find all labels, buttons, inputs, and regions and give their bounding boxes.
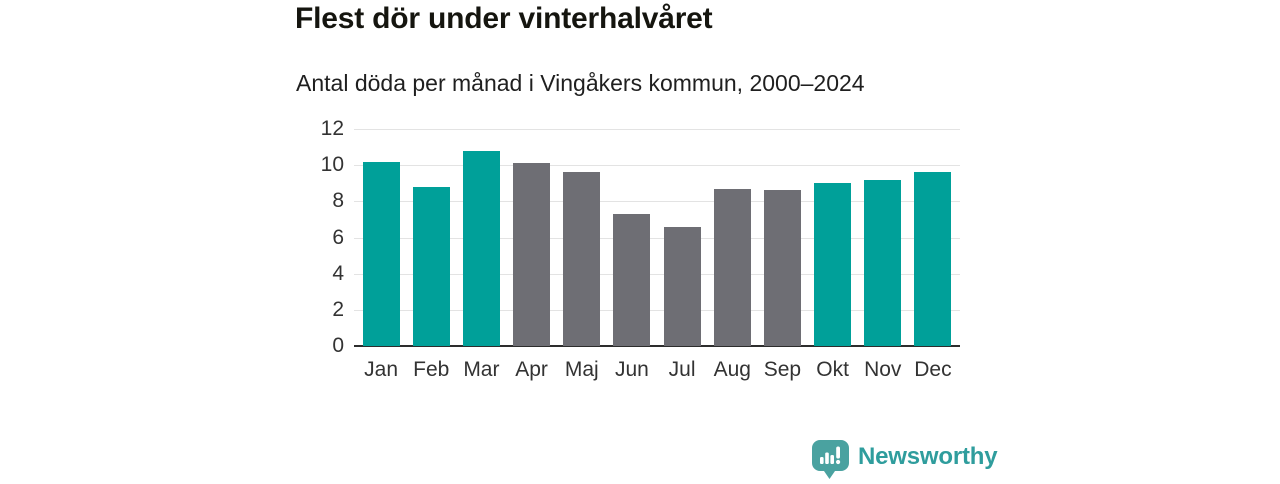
x-tick-label: Nov [864,358,902,381]
gridline [354,129,960,130]
bar-apr [513,163,551,346]
x-tick-label: Maj [564,358,599,381]
x-tick-label: Feb [413,358,450,381]
gridline [354,309,960,311]
bar-aug [713,188,751,346]
x-tick-label: Jan [364,358,398,381]
newsworthy-logo: Newsworthy [812,440,998,484]
newsworthy-bar-chart-bubble-icon [812,440,849,484]
y-tick-label: 6 [332,225,344,249]
newsworthy-wordmark: Newsworthy [858,443,998,470]
y-tick-label: 4 [332,261,344,285]
bar-mar [462,150,500,346]
x-axis-line [354,345,960,347]
bar-feb [412,186,450,346]
x-tick-label: Mar [463,358,500,381]
x-tick-label: Sep [763,358,802,381]
y-tick-label: 0 [332,334,344,357]
x-tick-label: Apr [515,358,548,381]
x-tick-label: Aug [713,358,751,381]
gridline [354,273,960,275]
bar-jun [613,213,651,346]
bar-sep [763,190,801,346]
x-tick-label: Jul [668,358,696,381]
gridline [354,165,960,167]
bar-okt [814,183,852,346]
y-tick-label: 12 [320,117,344,140]
x-tick-label: Okt [816,358,849,381]
y-tick-label: 10 [320,153,344,177]
chart-subtitle: Antal döda per månad i Vingåkers kommun,… [296,70,865,96]
y-tick-label: 2 [332,297,344,321]
bar-maj [563,172,601,346]
x-tick-label: Jun [614,358,649,381]
y-tick-label: 8 [332,189,344,213]
x-tick-label: Dec [914,358,952,381]
gridline [354,237,960,239]
bar-jan [362,161,400,346]
chart-title: Flest dör under vinterhalvåret [295,2,713,35]
bar-jul [663,226,701,346]
bar-dec [914,172,952,346]
bar-nov [864,179,902,346]
gridline [354,201,960,203]
